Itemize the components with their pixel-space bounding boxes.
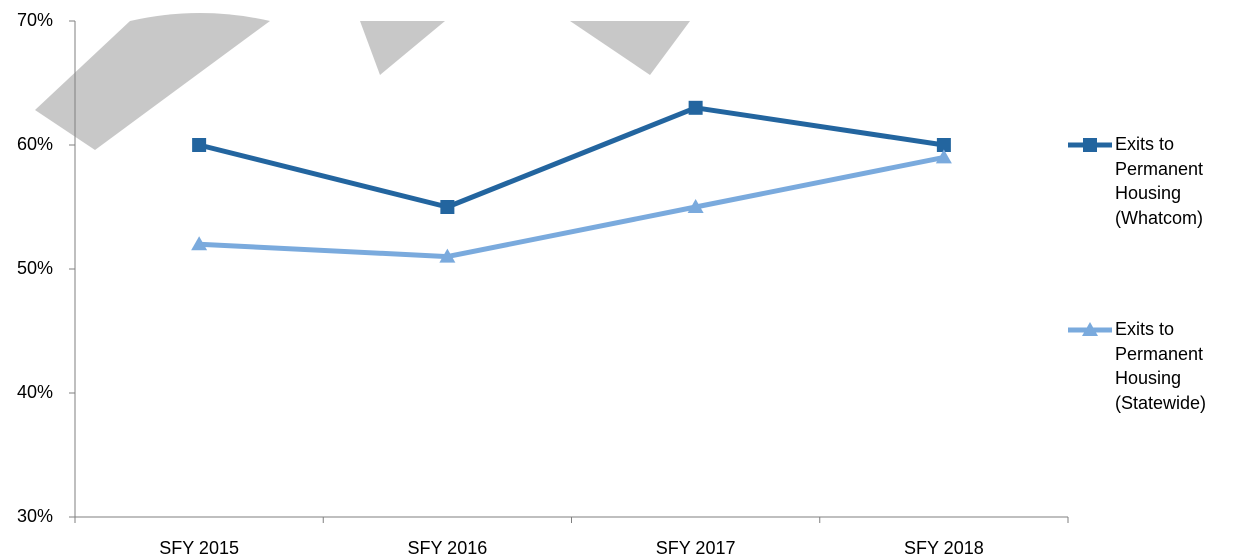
watermark-shape xyxy=(570,21,690,75)
legend-label: Exits to Permanent Housing (Whatcom) xyxy=(1115,134,1204,228)
x-tick-label: SFY 2016 xyxy=(408,538,488,558)
data-point xyxy=(688,100,703,115)
y-tick-label: 70% xyxy=(17,10,53,30)
x-tick-label: SFY 2018 xyxy=(904,538,984,558)
data-point xyxy=(439,248,456,263)
x-tick-label: SFY 2015 xyxy=(159,538,239,558)
data-point xyxy=(687,199,704,213)
x-tick-label: SFY 2017 xyxy=(656,538,736,558)
series-line xyxy=(198,105,945,210)
y-tick-label: 60% xyxy=(17,134,53,154)
data-point xyxy=(192,138,207,152)
y-tick-label: 40% xyxy=(17,382,53,402)
data-point xyxy=(440,200,455,214)
series-line xyxy=(199,154,945,260)
legend-marker xyxy=(1082,322,1098,336)
legend-marker xyxy=(1083,138,1097,152)
y-tick-label: 50% xyxy=(17,258,53,278)
data-point xyxy=(936,138,951,152)
watermark xyxy=(35,13,690,150)
watermark-shape xyxy=(35,13,270,150)
y-tick-label: 30% xyxy=(17,506,53,526)
legend-label: Exits to Permanent Housing (Statewide) xyxy=(1115,319,1207,413)
data-point xyxy=(191,236,208,251)
watermark-shape xyxy=(360,21,445,75)
data-point xyxy=(935,149,952,164)
